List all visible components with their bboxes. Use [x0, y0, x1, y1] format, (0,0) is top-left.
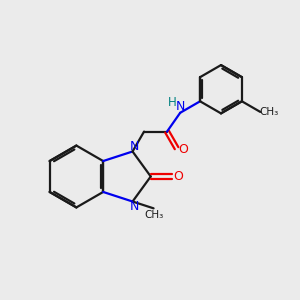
Text: O: O — [173, 170, 183, 183]
Text: CH₃: CH₃ — [145, 210, 164, 220]
Text: N: N — [129, 140, 139, 153]
Text: H: H — [168, 96, 176, 109]
Text: N: N — [176, 100, 185, 113]
Text: N: N — [129, 200, 139, 213]
Text: CH₃: CH₃ — [259, 107, 278, 117]
Text: O: O — [178, 143, 188, 156]
